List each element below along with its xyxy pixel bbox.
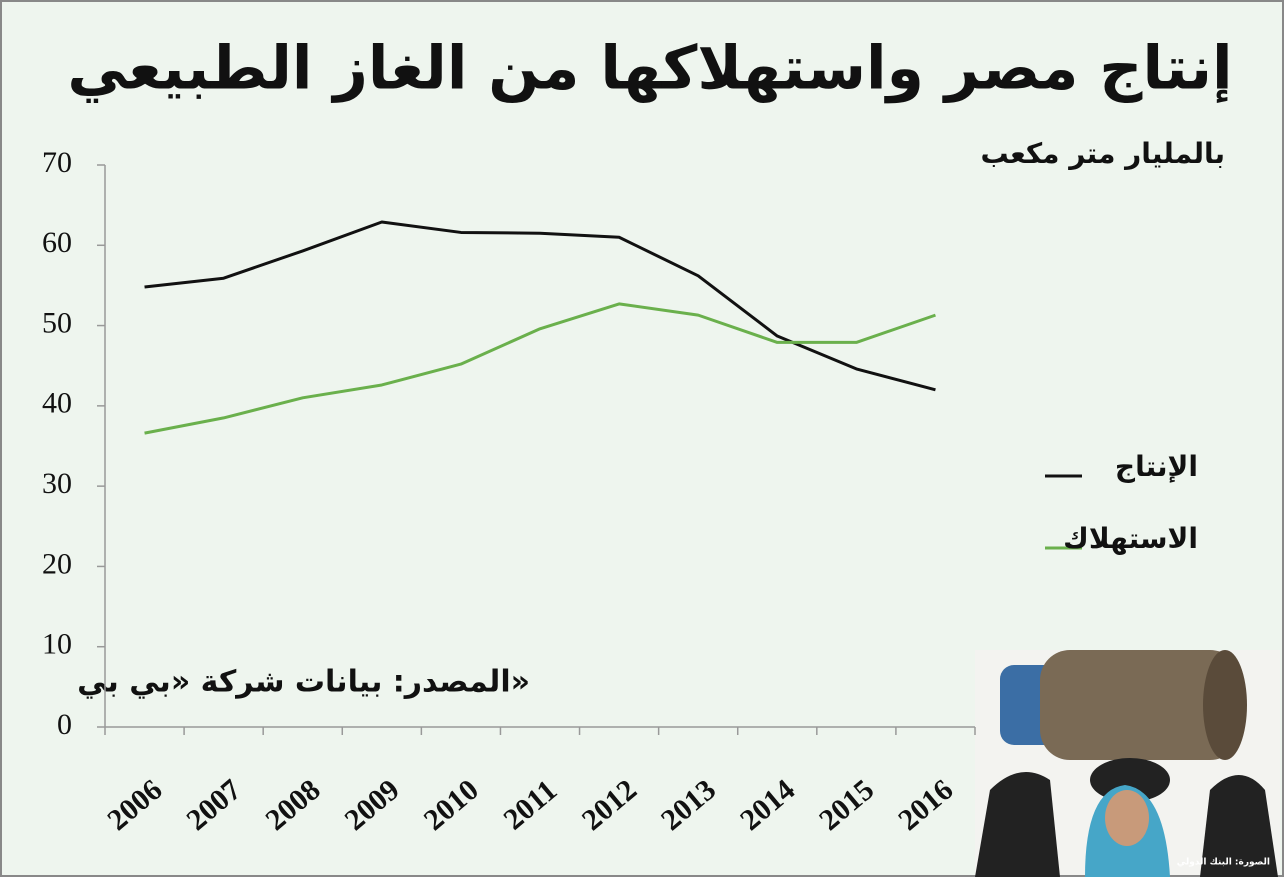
y-tick-label: 30 xyxy=(42,467,72,500)
y-tick-label: 20 xyxy=(42,547,72,580)
chart-title: إنتاج مصر واستهلاكها من الغاز الطبيعي xyxy=(67,34,1232,104)
chart-subtitle: بالمليار متر مكعب xyxy=(980,137,1225,170)
chart: إنتاج مصر واستهلاكها من الغاز الطبيعي با… xyxy=(0,0,1284,877)
face xyxy=(1105,790,1149,846)
legend-label: الإنتاج xyxy=(1115,450,1198,484)
y-tick-label: 60 xyxy=(42,226,72,259)
y-tick-label: 10 xyxy=(42,628,72,661)
y-tick-label: 50 xyxy=(42,306,72,339)
y-tick-label: 0 xyxy=(57,708,72,741)
source-note: المصدر: بيانات شركة «بي بي» xyxy=(77,665,530,700)
cylinder-end xyxy=(1203,650,1247,760)
photo: الصورة: البنك الدولي xyxy=(975,650,1280,877)
legend-label: الاستهلاك xyxy=(1063,522,1198,555)
y-tick-label: 70 xyxy=(42,146,72,179)
y-tick-label: 40 xyxy=(42,387,72,420)
photo-credit: الصورة: البنك الدولي xyxy=(1177,858,1270,868)
